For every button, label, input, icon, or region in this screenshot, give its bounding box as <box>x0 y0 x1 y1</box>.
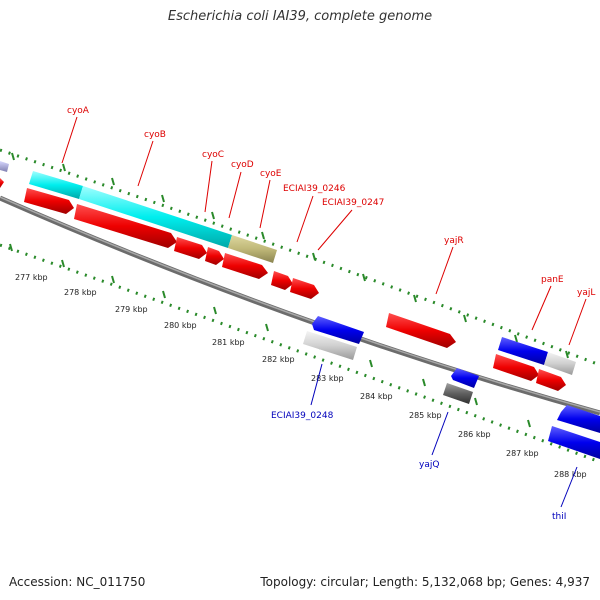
edge-gene-lavender <box>0 161 9 172</box>
kbp-label: 284 kbp <box>360 392 393 401</box>
edge-gene-red <box>0 178 4 188</box>
gene-arrow-blue <box>451 368 479 388</box>
gene-arrow-red <box>536 369 566 391</box>
map-title: Escherichia coli IAI39, complete genome <box>167 9 433 24</box>
gene-block-cyan-2 <box>79 186 232 248</box>
gene-label-cyoE: cyoE <box>260 169 282 179</box>
reverse-gene-labels: ECIAI39_0248 yajQ thiI <box>271 411 566 522</box>
gene-arrow-red <box>222 253 268 279</box>
gene-block-dark <box>443 383 473 404</box>
forward-leader-lines <box>61 116 587 346</box>
kbp-label: 280 kbp <box>164 321 197 330</box>
kbp-label: 279 kbp <box>115 305 148 314</box>
kbp-label: 287 kbp <box>506 449 539 458</box>
kbp-label: 281 kbp <box>212 338 245 347</box>
gene-label-thiI: thiI <box>552 512 566 522</box>
gene-arrow-red <box>271 271 293 290</box>
gene-arrow-blue <box>498 337 548 365</box>
gene-label-cyoC: cyoC <box>202 150 224 160</box>
gene-block-silver <box>303 331 357 360</box>
topology-text: Topology: circular; Length: 5,132,068 bp… <box>260 575 590 589</box>
gene-label-panE: panE <box>541 275 564 285</box>
gene-arrow-red <box>74 204 177 248</box>
gene-arrow-blue <box>312 316 364 344</box>
gene-arrow-blue <box>548 426 600 459</box>
gene-label-cyoA: cyoA <box>67 106 90 116</box>
gene-block-olive <box>228 235 277 263</box>
forward-tick-ring <box>0 148 600 367</box>
kbp-label: 285 kbp <box>409 411 442 420</box>
gene-arrow-blue <box>557 405 600 433</box>
kbp-labels: 277 kbp 278 kbp 279 kbp 280 kbp 281 kbp … <box>15 273 587 479</box>
gene-arrow-red <box>205 247 224 265</box>
kbp-label: 277 kbp <box>15 273 48 282</box>
genome-backbone-highlight <box>0 196 600 413</box>
gene-block-cyan-1 <box>29 171 83 199</box>
gene-arrow-red <box>386 313 456 348</box>
gene-label-yajL: yajL <box>577 288 595 298</box>
gene-arrow-red <box>174 237 207 259</box>
accession-text: Accession: NC_011750 <box>9 575 146 589</box>
genome-backbone <box>0 195 600 416</box>
kbp-label: 278 kbp <box>64 288 97 297</box>
gene-block-silver <box>544 352 576 375</box>
gene-arrow-red <box>290 278 319 299</box>
gene-arrow-red <box>24 188 74 214</box>
gene-label-ECIAI39_0246: ECIAI39_0246 <box>283 184 346 194</box>
kbp-label: 283 kbp <box>311 374 344 383</box>
gene-arrow-red <box>493 354 539 381</box>
gene-label-cyoD: cyoD <box>231 160 254 170</box>
kbp-label: 288 kbp <box>554 470 587 479</box>
gene-label-ECIAI39_0248: ECIAI39_0248 <box>271 411 334 421</box>
kbp-label: 282 kbp <box>262 355 295 364</box>
gene-label-ECIAI39_0247: ECIAI39_0247 <box>322 198 384 208</box>
kbp-label: 286 kbp <box>458 430 491 439</box>
outer-major-ticks <box>11 152 569 359</box>
reverse-leader-lines <box>310 363 578 508</box>
gene-label-cyoB: cyoB <box>144 130 166 140</box>
gene-label-yajQ: yajQ <box>419 460 439 470</box>
gene-label-yajR: yajR <box>444 236 464 246</box>
forward-gene-labels: cyoA cyoB cyoC cyoD cyoE ECIAI39_0246 EC… <box>67 106 595 298</box>
